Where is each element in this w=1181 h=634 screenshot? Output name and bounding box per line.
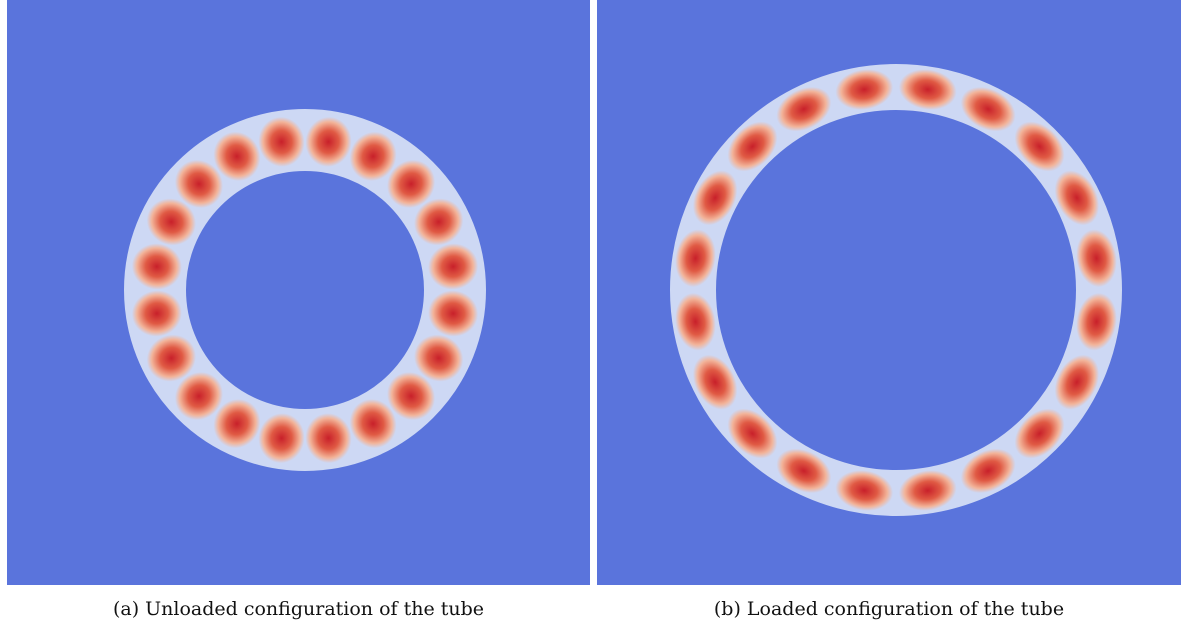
stress-blob [169, 154, 229, 214]
stress-blob [958, 445, 1018, 497]
stress-blob [142, 193, 201, 251]
stress-blob [129, 241, 184, 292]
stress-blob [673, 228, 718, 288]
ring [670, 64, 1122, 516]
stress-blob [774, 83, 834, 135]
stress-blob [169, 366, 229, 426]
stress-blob [344, 394, 402, 453]
stress-blob [724, 405, 781, 462]
stress-blob [381, 154, 441, 214]
stress-blob [344, 127, 402, 186]
stress-blob [142, 329, 201, 387]
caption: (a) Unloaded configuration of the tube [112, 598, 485, 620]
stress-blob [129, 288, 184, 339]
ring-b [670, 64, 1122, 516]
stress-blob [303, 411, 354, 466]
stress-blob [303, 114, 354, 169]
stress-blob [673, 292, 718, 352]
stress-blob [834, 468, 894, 513]
stress-blob [724, 118, 781, 175]
stress-blob [381, 366, 441, 426]
stress-blob [834, 67, 894, 112]
stress-blob [958, 83, 1018, 135]
stress-blob [409, 193, 468, 251]
panel-a-bg [7, 0, 590, 585]
stress-blob [898, 468, 958, 513]
stress-blob [256, 114, 307, 169]
stress-blob [409, 329, 468, 387]
stress-blob [1074, 292, 1119, 352]
ring-a [124, 109, 486, 471]
stress-blob [208, 127, 266, 186]
stress-blob [774, 445, 834, 497]
stress-blob [898, 67, 958, 112]
stress-blob [1011, 405, 1068, 462]
stress-blob [1074, 228, 1119, 288]
stress-blob [1011, 118, 1068, 175]
figure [7, 0, 1181, 585]
stress-blob [1051, 168, 1103, 228]
stress-blob [426, 288, 481, 339]
stress-blob [208, 394, 266, 453]
ring [124, 109, 486, 471]
caption: (b) Loaded configuration of the tube [713, 598, 1065, 620]
stress-blob [689, 168, 741, 228]
stress-blob [1051, 352, 1103, 412]
stress-blob [689, 352, 741, 412]
stress-blob [426, 241, 481, 292]
stress-blob [256, 411, 307, 466]
